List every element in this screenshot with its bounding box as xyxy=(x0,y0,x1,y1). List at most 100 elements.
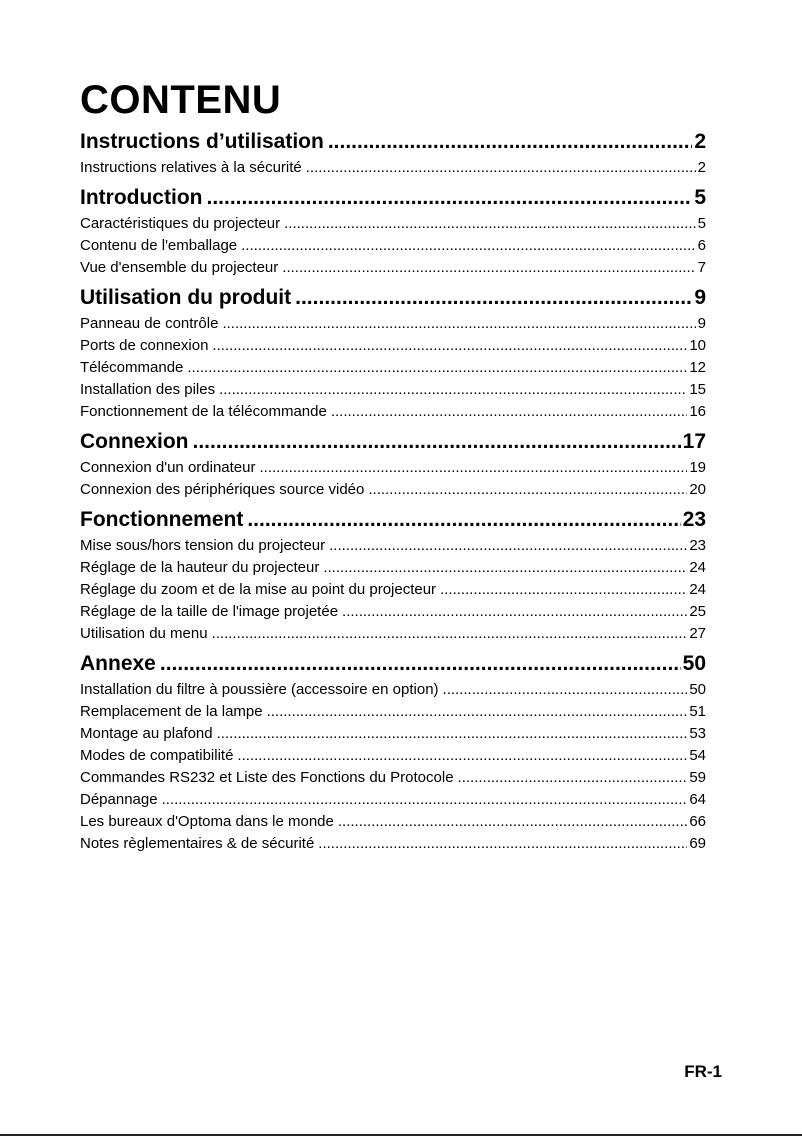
toc-section-label: Connexion xyxy=(80,430,189,453)
toc-entry[interactable]: Vue d'ensemble du projecteur 7 xyxy=(80,257,706,279)
table-of-contents: Instructions d’utilisation2Instructions … xyxy=(80,127,706,855)
toc-entry[interactable]: Les bureaux d'Optoma dans le monde 66 xyxy=(80,811,706,833)
toc-entry[interactable]: Installation des piles 15 xyxy=(80,379,706,401)
toc-entry-label: Notes règlementaires & de sécurité xyxy=(80,835,315,852)
toc-entry[interactable]: Notes règlementaires & de sécurité 69 xyxy=(80,833,706,855)
toc-entry-page: 59 xyxy=(689,769,706,786)
toc-section-label: Annexe xyxy=(80,652,156,675)
toc-entry[interactable]: Fonctionnement de la télécommande 16 xyxy=(80,401,706,423)
toc-entry-page: 16 xyxy=(689,403,706,420)
dot-leader xyxy=(338,811,687,833)
toc-entry-page: 19 xyxy=(689,459,706,476)
toc-entry[interactable]: Ports de connexion 10 xyxy=(80,335,706,357)
dot-leader xyxy=(440,579,687,601)
dot-leader xyxy=(206,183,692,213)
toc-entry[interactable]: Dépannage 64 xyxy=(80,789,706,811)
toc-entry[interactable]: Connexion des périphériques source vidéo… xyxy=(80,479,706,501)
toc-entry-page: 64 xyxy=(689,791,706,808)
toc-entry-label: Connexion des périphériques source vidéo xyxy=(80,481,365,498)
toc-entry-label: Panneau de contrôle xyxy=(80,315,219,332)
dot-leader xyxy=(237,745,687,767)
dot-leader xyxy=(162,789,688,811)
toc-entry[interactable]: Connexion d'un ordinateur 19 xyxy=(80,457,706,479)
toc-entry-page: 2 xyxy=(697,159,706,176)
bottom-divider xyxy=(0,1134,802,1136)
dot-leader xyxy=(443,679,688,701)
dot-leader xyxy=(368,479,687,501)
dot-leader xyxy=(247,505,680,535)
toc-entry[interactable]: Remplacement de la lampe 51 xyxy=(80,701,706,723)
toc-entry-label: Réglage de la taille de l'image projetée xyxy=(80,603,339,620)
toc-section-page: 17 xyxy=(682,430,706,453)
toc-entry-page: 10 xyxy=(689,337,706,354)
toc-entry[interactable]: Mise sous/hors tension du projecteur 23 xyxy=(80,535,706,557)
dot-leader xyxy=(241,235,696,257)
toc-entry[interactable]: Réglage de la hauteur du projecteur 24 xyxy=(80,557,706,579)
toc-section[interactable]: Instructions d’utilisation 2 xyxy=(80,127,706,157)
page-title: CONTENU xyxy=(80,78,282,122)
toc-entry-label: Fonctionnement de la télécommande xyxy=(80,403,327,420)
toc-section-page: 5 xyxy=(694,186,706,209)
page-number: FR-1 xyxy=(684,1062,722,1081)
toc-entry-label: Commandes RS232 et Liste des Fonctions d… xyxy=(80,769,454,786)
toc-entry-label: Les bureaux d'Optoma dans le monde xyxy=(80,813,334,830)
toc-entry-page: 24 xyxy=(689,559,706,576)
toc-entry[interactable]: Installation du filtre à poussière (acce… xyxy=(80,679,706,701)
toc-entry-label: Caractéristiques du projecteur xyxy=(80,215,281,232)
toc-entry-label: Montage au plafond xyxy=(80,725,213,742)
toc-entry[interactable]: Contenu de l'emballage 6 xyxy=(80,235,706,257)
toc-entry-label: Connexion d'un ordinateur xyxy=(80,459,256,476)
toc-entry[interactable]: Réglage du zoom et de la mise au point d… xyxy=(80,579,706,601)
dot-leader xyxy=(217,723,688,745)
toc-section-label: Introduction xyxy=(80,186,203,209)
toc-section[interactable]: Fonctionnement 23 xyxy=(80,505,706,535)
toc-entry-page: 12 xyxy=(689,359,706,376)
toc-section-page: 2 xyxy=(694,130,706,153)
toc-entry[interactable]: Télécommande 12 xyxy=(80,357,706,379)
toc-entry-label: Modes de compatibilité xyxy=(80,747,234,764)
toc-entry-label: Instructions relatives à la sécurité xyxy=(80,159,302,176)
toc-section[interactable]: Connexion 17 xyxy=(80,427,706,457)
toc-entry[interactable]: Caractéristiques du projecteur 5 xyxy=(80,213,706,235)
dot-leader xyxy=(458,767,688,789)
toc-entry-page: 69 xyxy=(689,835,706,852)
toc-entry[interactable]: Utilisation du menu 27 xyxy=(80,623,706,645)
toc-entry[interactable]: Réglage de la taille de l'image projetée… xyxy=(80,601,706,623)
toc-entry-page: 54 xyxy=(689,747,706,764)
toc-section[interactable]: Introduction 5 xyxy=(80,183,706,213)
dot-leader xyxy=(318,833,687,855)
toc-entry-page: 66 xyxy=(689,813,706,830)
toc-entry-page: 50 xyxy=(689,681,706,698)
toc-entry-label: Ports de connexion xyxy=(80,337,209,354)
toc-entry-page: 25 xyxy=(689,603,706,620)
toc-entry[interactable]: Instructions relatives à la sécurité 2 xyxy=(80,157,706,179)
toc-entry-page: 23 xyxy=(689,537,706,554)
toc-entry[interactable]: Commandes RS232 et Liste des Fonctions d… xyxy=(80,767,706,789)
toc-section[interactable]: Utilisation du produit 9 xyxy=(80,283,706,313)
toc-entry[interactable]: Modes de compatibilité 54 xyxy=(80,745,706,767)
toc-entry-page: 9 xyxy=(697,315,706,332)
toc-entry-page: 5 xyxy=(697,215,706,232)
dot-leader xyxy=(212,335,687,357)
toc-entry-page: 6 xyxy=(697,237,706,254)
dot-leader xyxy=(331,401,688,423)
dot-leader xyxy=(342,601,687,623)
toc-entry[interactable]: Montage au plafond 53 xyxy=(80,723,706,745)
toc-entry-label: Réglage du zoom et de la mise au point d… xyxy=(80,581,437,598)
toc-section[interactable]: Annexe 50 xyxy=(80,649,706,679)
toc-entry-label: Remplacement de la lampe xyxy=(80,703,263,720)
toc-entry-page: 20 xyxy=(689,481,706,498)
toc-entry-page: 7 xyxy=(697,259,706,276)
dot-leader xyxy=(306,157,696,179)
toc-entry-page: 24 xyxy=(689,581,706,598)
dot-leader xyxy=(295,283,692,313)
toc-entry-label: Contenu de l'emballage xyxy=(80,237,238,254)
toc-entry-page: 51 xyxy=(689,703,706,720)
toc-entry-label: Utilisation du menu xyxy=(80,625,208,642)
dot-leader xyxy=(329,535,687,557)
dot-leader xyxy=(222,313,695,335)
toc-entry[interactable]: Panneau de contrôle 9 xyxy=(80,313,706,335)
toc-section-label: Instructions d’utilisation xyxy=(80,130,324,153)
dot-leader xyxy=(328,127,692,157)
dot-leader xyxy=(260,457,688,479)
